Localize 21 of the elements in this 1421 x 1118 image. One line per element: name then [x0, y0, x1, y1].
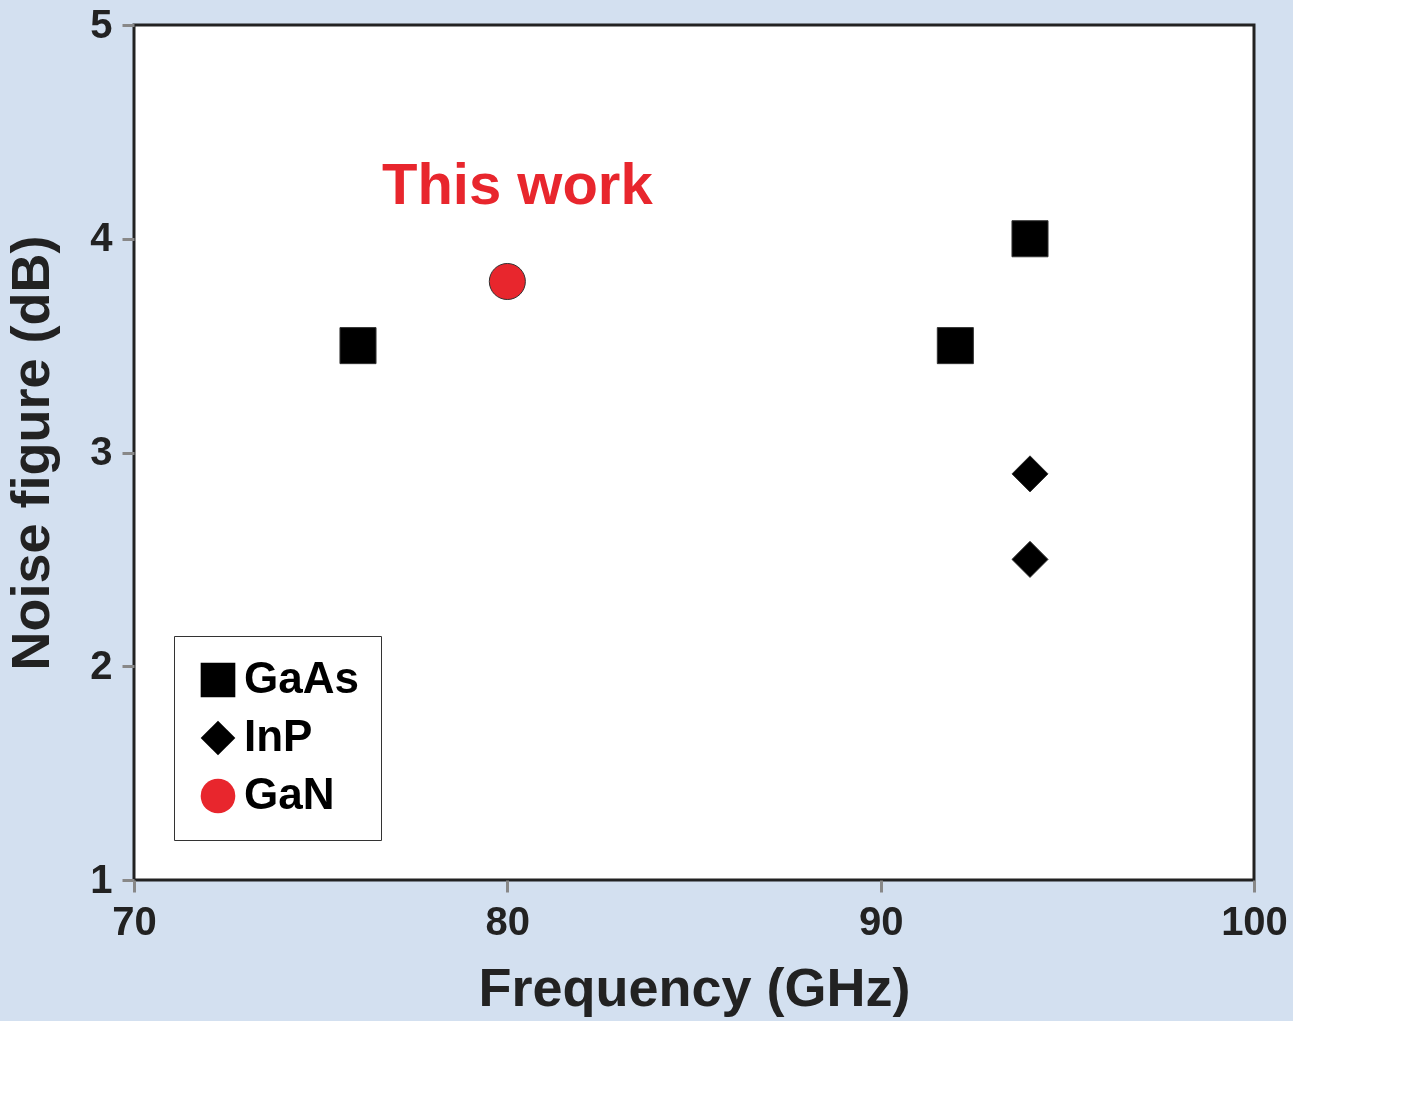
x-tick-label: 70 — [112, 898, 157, 943]
point — [936, 327, 974, 365]
point — [1011, 455, 1049, 493]
legend-label: InP — [244, 711, 313, 760]
x-axis-title: Frequency (GHz) — [478, 956, 911, 1017]
point — [1011, 220, 1049, 258]
x-tick-label: 90 — [858, 898, 904, 943]
y-tick-label: 4 — [90, 215, 114, 260]
y-tick-label: 2 — [90, 642, 113, 687]
legend-label: GaN — [244, 769, 335, 818]
x-tick-label: 100 — [1221, 898, 1288, 943]
annotation: This work — [381, 150, 654, 216]
y-tick-label: 5 — [90, 1, 113, 46]
point — [488, 263, 526, 300]
point — [1011, 540, 1049, 578]
y-tick-label: 3 — [90, 429, 113, 473]
point — [339, 327, 377, 365]
x-tick-label: 80 — [485, 898, 531, 943]
legend-label: GaAs — [244, 653, 359, 702]
y-tick-label: 1 — [90, 856, 113, 901]
y-axis-title: Noise figure (dB) — [0, 235, 61, 671]
